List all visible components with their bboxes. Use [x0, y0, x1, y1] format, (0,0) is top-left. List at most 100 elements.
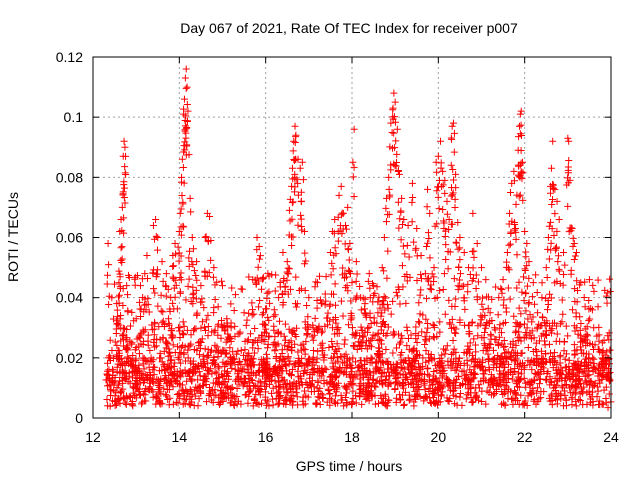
background-point — [317, 341, 325, 349]
data-point — [547, 218, 555, 226]
background-point — [436, 328, 444, 336]
data-point — [352, 277, 360, 285]
background-point — [534, 384, 542, 392]
background-point — [452, 329, 460, 337]
background-point — [317, 299, 325, 307]
data-point — [265, 333, 273, 341]
data-point — [245, 352, 253, 360]
background-point — [565, 356, 573, 364]
data-point — [390, 89, 398, 97]
background-point — [545, 340, 553, 348]
data-point — [452, 184, 460, 192]
background-point — [353, 371, 361, 379]
background-point — [579, 337, 587, 345]
data-point — [345, 266, 353, 274]
background-point — [280, 376, 288, 384]
background-point — [544, 368, 552, 376]
background-point — [213, 369, 221, 377]
background-point — [119, 324, 127, 332]
data-point — [192, 286, 200, 294]
background-point — [520, 400, 528, 408]
background-point — [165, 321, 173, 329]
background-point — [254, 388, 262, 396]
background-point — [464, 385, 472, 393]
y-tick-label: 0.08 — [56, 169, 83, 185]
data-point — [443, 210, 451, 218]
data-point — [390, 113, 398, 121]
background-point — [559, 402, 567, 410]
background-point — [393, 344, 401, 352]
background-point — [271, 311, 279, 319]
data-point — [159, 277, 167, 285]
data-point — [544, 234, 552, 241]
data-point — [518, 168, 526, 176]
background-point — [316, 384, 324, 392]
background-point — [421, 377, 429, 385]
background-point — [425, 376, 433, 384]
background-point — [338, 367, 346, 375]
background-point — [303, 301, 311, 309]
background-point — [437, 392, 445, 400]
data-point — [350, 163, 358, 171]
data-point — [182, 112, 190, 120]
data-point — [378, 264, 386, 272]
data-point — [296, 164, 304, 172]
background-point — [158, 319, 166, 327]
data-point — [469, 209, 477, 217]
background-point — [210, 353, 218, 361]
background-point — [530, 334, 538, 342]
background-point — [521, 320, 529, 328]
background-point — [505, 360, 513, 368]
data-point — [172, 250, 180, 258]
background-point — [169, 383, 177, 391]
data-point — [555, 267, 563, 275]
background-point — [302, 379, 310, 387]
data-point — [417, 286, 425, 294]
data-point — [424, 239, 432, 247]
data-point — [189, 261, 197, 269]
data-point — [564, 169, 572, 177]
background-point — [146, 347, 154, 355]
background-point — [139, 341, 147, 349]
background-point — [199, 363, 207, 371]
background-point — [175, 355, 183, 363]
data-point — [398, 194, 406, 202]
background-point — [405, 346, 413, 354]
background-point — [450, 380, 458, 388]
data-point — [505, 241, 513, 249]
data-point — [210, 304, 218, 312]
background-point — [241, 391, 249, 399]
background-point — [440, 270, 448, 278]
data-point — [391, 144, 399, 152]
background-point — [223, 322, 231, 330]
data-point — [106, 392, 114, 400]
data-point — [180, 223, 188, 231]
data-point — [452, 170, 460, 178]
data-point — [442, 241, 450, 249]
data-point — [531, 300, 539, 308]
background-point — [410, 363, 418, 371]
background-point — [299, 369, 307, 377]
background-point — [262, 321, 270, 329]
data-point — [157, 291, 165, 299]
data-point — [190, 325, 198, 333]
background-point — [131, 379, 139, 387]
background-point — [387, 310, 395, 318]
background-point — [546, 397, 554, 405]
background-point — [303, 369, 311, 377]
background-point — [572, 371, 580, 379]
data-point — [135, 350, 143, 358]
background-point — [274, 400, 282, 408]
data-point — [346, 240, 354, 248]
data-point — [494, 311, 502, 319]
data-point — [313, 279, 321, 287]
data-point — [313, 304, 321, 312]
background-point — [304, 356, 312, 364]
background-point — [480, 334, 488, 342]
background-point — [391, 385, 399, 393]
background-point — [318, 329, 326, 337]
data-point — [297, 188, 305, 196]
background-point — [489, 346, 497, 354]
background-point — [603, 369, 611, 377]
data-point — [570, 255, 578, 263]
